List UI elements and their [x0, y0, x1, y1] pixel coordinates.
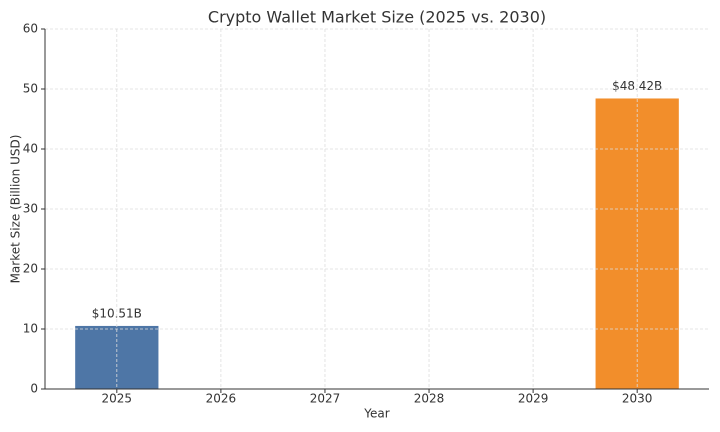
x-axis-label: Year [363, 407, 389, 421]
y-tick-label: 30 [23, 202, 38, 216]
y-tick-label: 10 [23, 322, 38, 336]
y-tick-label: 40 [23, 142, 38, 156]
x-tick-label: 2029 [518, 392, 549, 406]
x-tick-label: 2026 [206, 392, 237, 406]
data-label: $10.51B [92, 306, 142, 320]
y-tick-label: 20 [23, 262, 38, 276]
y-axis-label: Market Size (Billion USD) [9, 135, 23, 284]
y-tick-label: 50 [23, 82, 38, 96]
x-tick-label: 2025 [102, 392, 133, 406]
x-tick-label: 2027 [310, 392, 341, 406]
x-tick-label: 2030 [622, 392, 653, 406]
chart-title: Crypto Wallet Market Size (2025 vs. 2030… [208, 8, 546, 27]
x-tick-label: 2028 [414, 392, 445, 406]
y-tick-label: 0 [30, 382, 38, 396]
y-tick-label: 60 [23, 22, 38, 36]
